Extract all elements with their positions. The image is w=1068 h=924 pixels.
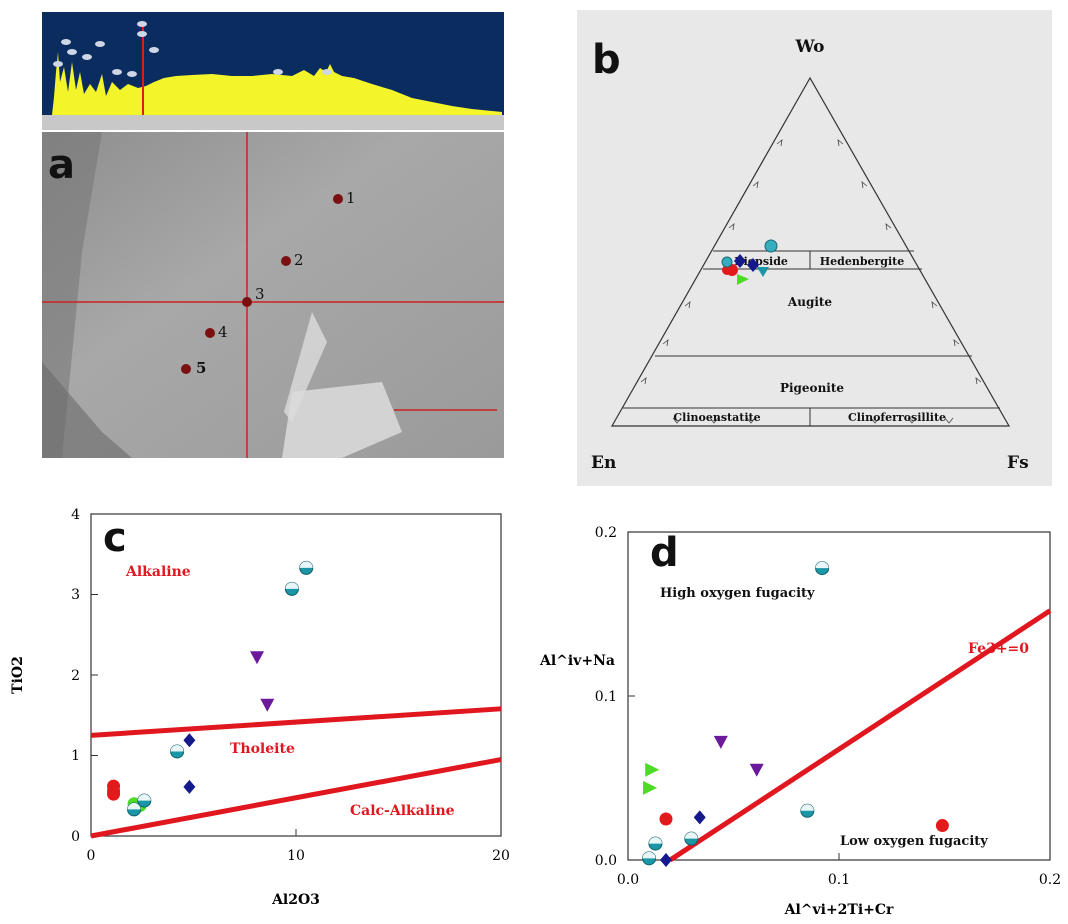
tick-label-x-c-1: 10 [287,848,305,864]
tick-label-y-c-4: 4 [71,507,80,523]
field-clinoferrosillite: Clinoferrosillite [848,411,946,424]
axis-title-y-d: Al^iv+Na [539,653,615,669]
point-c-0-2 [107,787,121,801]
point-d-0-1 [935,819,949,833]
panel-letter-a: a [48,142,75,188]
pyroxene-ternary: Wo En Fs Diopside Hedenbergite Augite Pi… [577,10,1052,486]
tern-point-red [722,265,732,275]
tick-label-y-d-2: 0.2 [595,525,617,541]
apex-fs: Fs [1007,453,1029,473]
point-c-2-4 [299,560,314,575]
point-c-4-0 [250,651,265,665]
point-label-4: 4 [218,323,228,341]
point-d-4-1 [749,763,764,777]
annotation-low-oxygen: Low oxygen fugacity [840,834,988,849]
tern-point-cyan [721,256,733,268]
point-d-2-0 [648,836,663,851]
point-d-2-3 [800,803,815,818]
spectrum-fill [52,52,502,115]
tern-point-cyan [764,239,778,253]
point-c-2-2 [170,744,185,759]
panel-letter-b: b [592,37,621,83]
annotation-calc-alkaline: Calc-Alkaline [350,803,455,819]
axis-title-x-d: Al^vi+2Ti+Cr [784,902,894,918]
point-d-4-0 [713,735,728,749]
point-d-1-0 [645,762,660,777]
boundary-line-c-1 [90,757,502,839]
panel-letter-c: c [103,515,127,561]
micrograph: 1 2 3 4 5 [42,132,504,458]
boundary-line-d-0 [668,608,1052,863]
annotation-fe3: Fe3+=0 [968,641,1029,657]
panel-letter-d: d [650,530,679,576]
point-label-1: 1 [346,189,356,207]
tick-label-x-d-2: 0.2 [1039,872,1061,888]
tick-label-y-c-0: 0 [71,829,80,845]
chart-c: 0 10 20 0 1 2 3 4 Al2O3 TiO2 Alkaline Th… [10,507,510,908]
point-c-3-0 [183,733,196,748]
point-d-1-1 [643,780,658,795]
point-c-2-3 [284,581,299,596]
point-d-3-1 [659,853,672,867]
boundary-line-c-0 [90,706,502,738]
ticks-c [90,513,502,837]
tern-point-navy [747,258,759,272]
point-c-2-1 [127,802,142,817]
tick-label-x-c-2: 20 [492,848,510,864]
point-label-5: 5 [196,359,206,377]
chart-d: 0.0 0.1 0.2 0.0 0.1 0.2 Al^vi+2Ti+Cr Al^… [539,525,1061,918]
tern-point-teal [757,267,769,277]
point-d-3-0 [693,810,706,825]
point-c-4-1 [260,698,275,712]
apex-wo: Wo [794,37,824,57]
tick-label-y-d-1: 0.1 [595,689,617,705]
point-c-2-0 [137,793,152,808]
point-d-2-4 [815,561,830,576]
plot-frame-c [90,513,502,837]
tick-label-x-d-1: 0.1 [828,872,850,888]
tern-point-green [737,274,749,285]
annotation-high-oxygen: High oxygen fugacity [660,586,815,601]
apex-en: En [591,453,616,473]
tick-label-x-c-0: 0 [87,848,96,864]
point-d-2-1 [642,851,657,866]
tick-label-y-d-0: 0.0 [595,853,617,869]
tick-label-y-c-3: 3 [71,587,80,603]
tern-point-navy [734,254,746,268]
tick-label-y-c-1: 1 [71,748,80,764]
field-augite: Augite [787,295,833,309]
axis-title-x-c: Al2O3 [271,892,320,908]
point-d-2-2 [684,831,699,846]
point-c-3-1 [183,779,196,794]
annotation-tholeite: Tholeite [230,741,295,757]
field-hedenbergite: Hedenbergite [820,255,905,268]
ternary-sample-points [721,239,778,285]
annotation-alkaline: Alkaline [125,564,191,580]
tick-label-x-d-0: 0.0 [617,872,639,888]
axis-title-y-c: TiO2 [10,656,26,694]
field-clinoenstatite: Clinoenstatite [673,411,760,424]
point-d-0-0 [659,812,673,826]
ticks-d [627,531,1051,861]
plot-frame-d [627,531,1051,861]
tick-label-y-c-2: 2 [71,668,80,684]
point-label-3: 3 [255,285,265,303]
point-label-2: 2 [294,251,304,269]
field-pigeonite: Pigeonite [780,381,844,395]
eds-spectrum [42,12,504,130]
